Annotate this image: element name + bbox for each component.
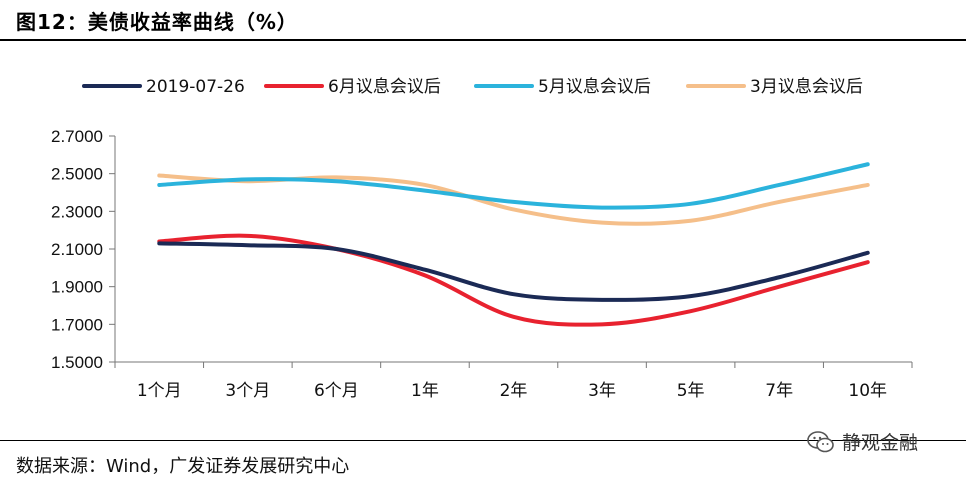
- y-tick-label: 2.3000: [51, 202, 103, 221]
- x-tick-label: 5年: [677, 381, 705, 401]
- y-tick-label: 1.9000: [51, 278, 103, 297]
- plot-area: [157, 162, 870, 327]
- legend-label-4: 3月议息会议后: [750, 77, 863, 97]
- y-tick-label: 2.1000: [51, 240, 103, 259]
- y-tick-label: 2.5000: [51, 165, 103, 184]
- y-tick-label: 2.7000: [51, 127, 103, 146]
- x-tick-label: 10年: [848, 381, 887, 401]
- series-line-1: [157, 241, 870, 302]
- yield-curve-chart: 2019-07-26 6月议息会议后 5月议息会议后 3月议息会议后 2.70002.…: [51, 77, 913, 401]
- x-tick-label: 3个月: [225, 381, 270, 401]
- x-tick-label: 2年: [500, 381, 528, 401]
- legend-label-3: 5月议息会议后: [538, 77, 651, 97]
- wechat-icon: [807, 430, 834, 452]
- y-tick-label: 1.5000: [51, 353, 103, 372]
- series-line-4: [157, 173, 870, 226]
- watermark-text: 静观金融: [842, 432, 919, 454]
- x-tick-label: 1个月: [137, 381, 182, 401]
- watermark: 静观金融: [806, 428, 918, 455]
- source-note: 数据来源：Wind，广发证券发展研究中心: [16, 456, 350, 477]
- legend-label-1: 2019-07-26: [146, 77, 245, 97]
- x-tick-label: 3年: [588, 381, 616, 401]
- top-divider: [0, 39, 966, 41]
- legend-label-2: 6月议息会议后: [328, 77, 441, 97]
- y-tick-label: 1.7000: [51, 315, 103, 334]
- y-axis: 2.7000 2.5000 2.3000 2.1000 1.9000 1.7000 1.50…: [51, 127, 116, 372]
- x-tick-label: 6个月: [314, 381, 359, 401]
- x-axis: 1个月 3个月 6个月 1年 2年 3年 5年 7年 10年: [114, 361, 913, 401]
- x-tick-label: 1年: [411, 381, 439, 401]
- chart-title: 图12：美债收益率曲线（%）: [16, 10, 298, 34]
- legend: 2019-07-26 6月议息会议后 5月议息会议后 3月议息会议后: [82, 77, 863, 97]
- series-line-3: [157, 162, 870, 210]
- series-line-2: [157, 233, 870, 327]
- bottom-divider: [0, 440, 966, 441]
- x-tick-label: 7年: [765, 381, 793, 401]
